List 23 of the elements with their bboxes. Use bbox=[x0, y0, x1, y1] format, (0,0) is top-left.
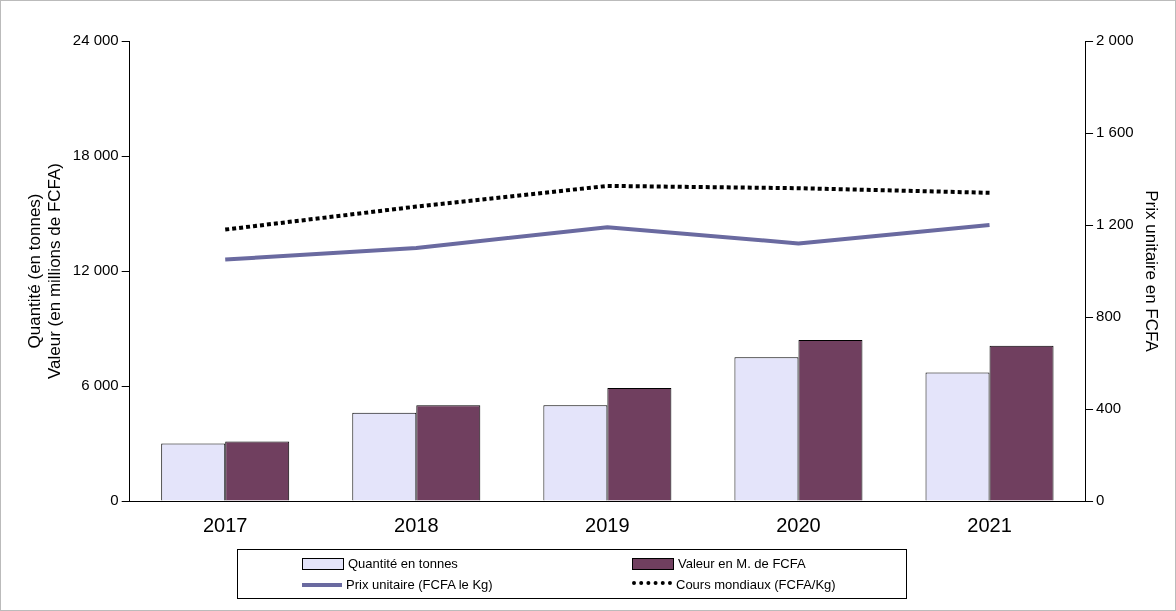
y2-axis-title: Prix unitaire en FCFA bbox=[1142, 190, 1162, 353]
legend-label: Cours mondiaux (FCFA/Kg) bbox=[676, 577, 836, 592]
y2-tick-label: 0 bbox=[1096, 491, 1105, 509]
x-tick-label: 2018 bbox=[394, 513, 439, 536]
y2-tick-label: 800 bbox=[1096, 307, 1122, 325]
y-axis-title: Quantité (en tonnes) Valeur (en millions de FCFA) bbox=[24, 162, 65, 380]
legend-label: Quantité en tonnes bbox=[348, 556, 458, 571]
legend-label: Prix unitaire (FCFA le Kg) bbox=[346, 577, 493, 592]
y2-tick-label: 1 600 bbox=[1096, 123, 1134, 141]
line-series bbox=[223, 183, 992, 232]
y2-tick-label: 400 bbox=[1096, 399, 1122, 417]
y-tick-label: 18 000 bbox=[72, 146, 119, 164]
y-tick-label: 12 000 bbox=[72, 261, 119, 279]
x-tick-label: 2019 bbox=[585, 513, 630, 536]
y2-tick-label: 2 000 bbox=[1096, 31, 1134, 49]
legend-label: Valeur en M. de FCFA bbox=[678, 556, 806, 571]
x-tick-label: 2020 bbox=[776, 513, 821, 536]
x-tick-label: 2017 bbox=[202, 513, 248, 536]
y2-tick-label: 1 200 bbox=[1096, 215, 1134, 233]
y-tick-label: 24 000 bbox=[72, 31, 119, 49]
x-tick-label: 2021 bbox=[967, 513, 1012, 536]
y-tick-label: 6 000 bbox=[81, 376, 119, 394]
y-tick-label: 0 bbox=[110, 491, 119, 509]
